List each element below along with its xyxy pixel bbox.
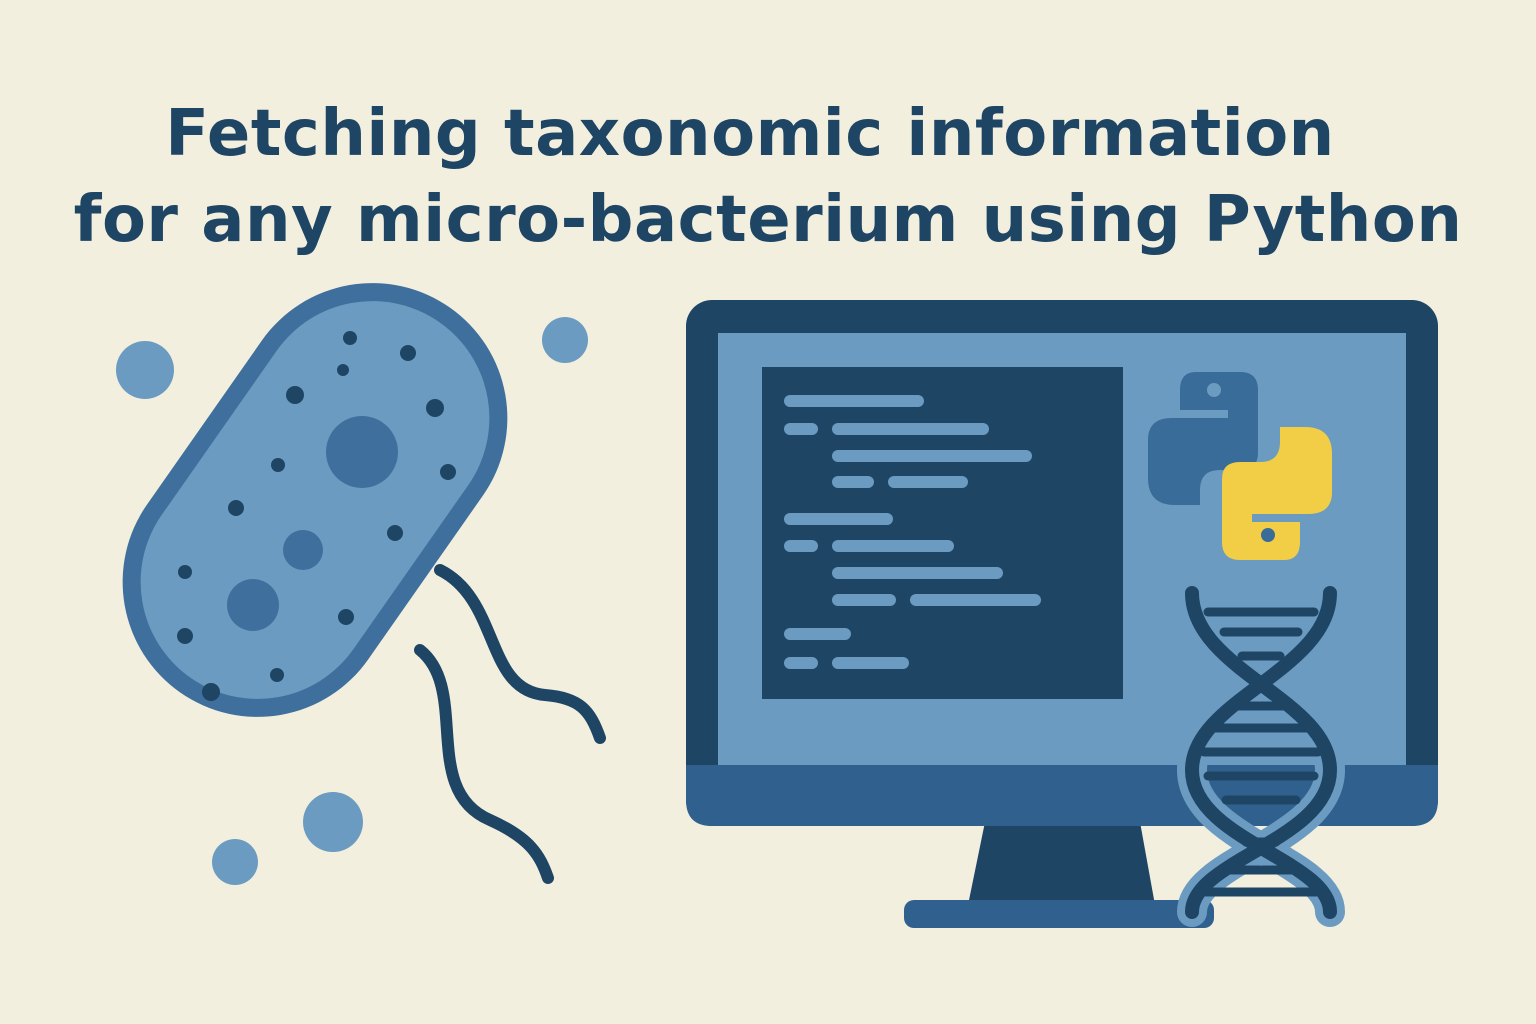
spore-dot	[303, 792, 363, 852]
code-lines	[784, 395, 1041, 669]
spores	[116, 317, 588, 885]
code-window	[762, 367, 1123, 699]
spore-dot	[212, 839, 258, 885]
title-line-1: Fetching taxonomic information	[165, 96, 1335, 171]
python-logo-icon	[1148, 372, 1332, 560]
spore-dot	[542, 317, 588, 363]
spore-dot	[116, 341, 174, 399]
dna-helix-icon	[1176, 578, 1346, 927]
page-title: Fetching taxonomic information for any m…	[0, 91, 1536, 263]
bacterium-icon	[122, 283, 606, 884]
title-line-2: for any micro-bacterium using Python	[73, 182, 1463, 257]
